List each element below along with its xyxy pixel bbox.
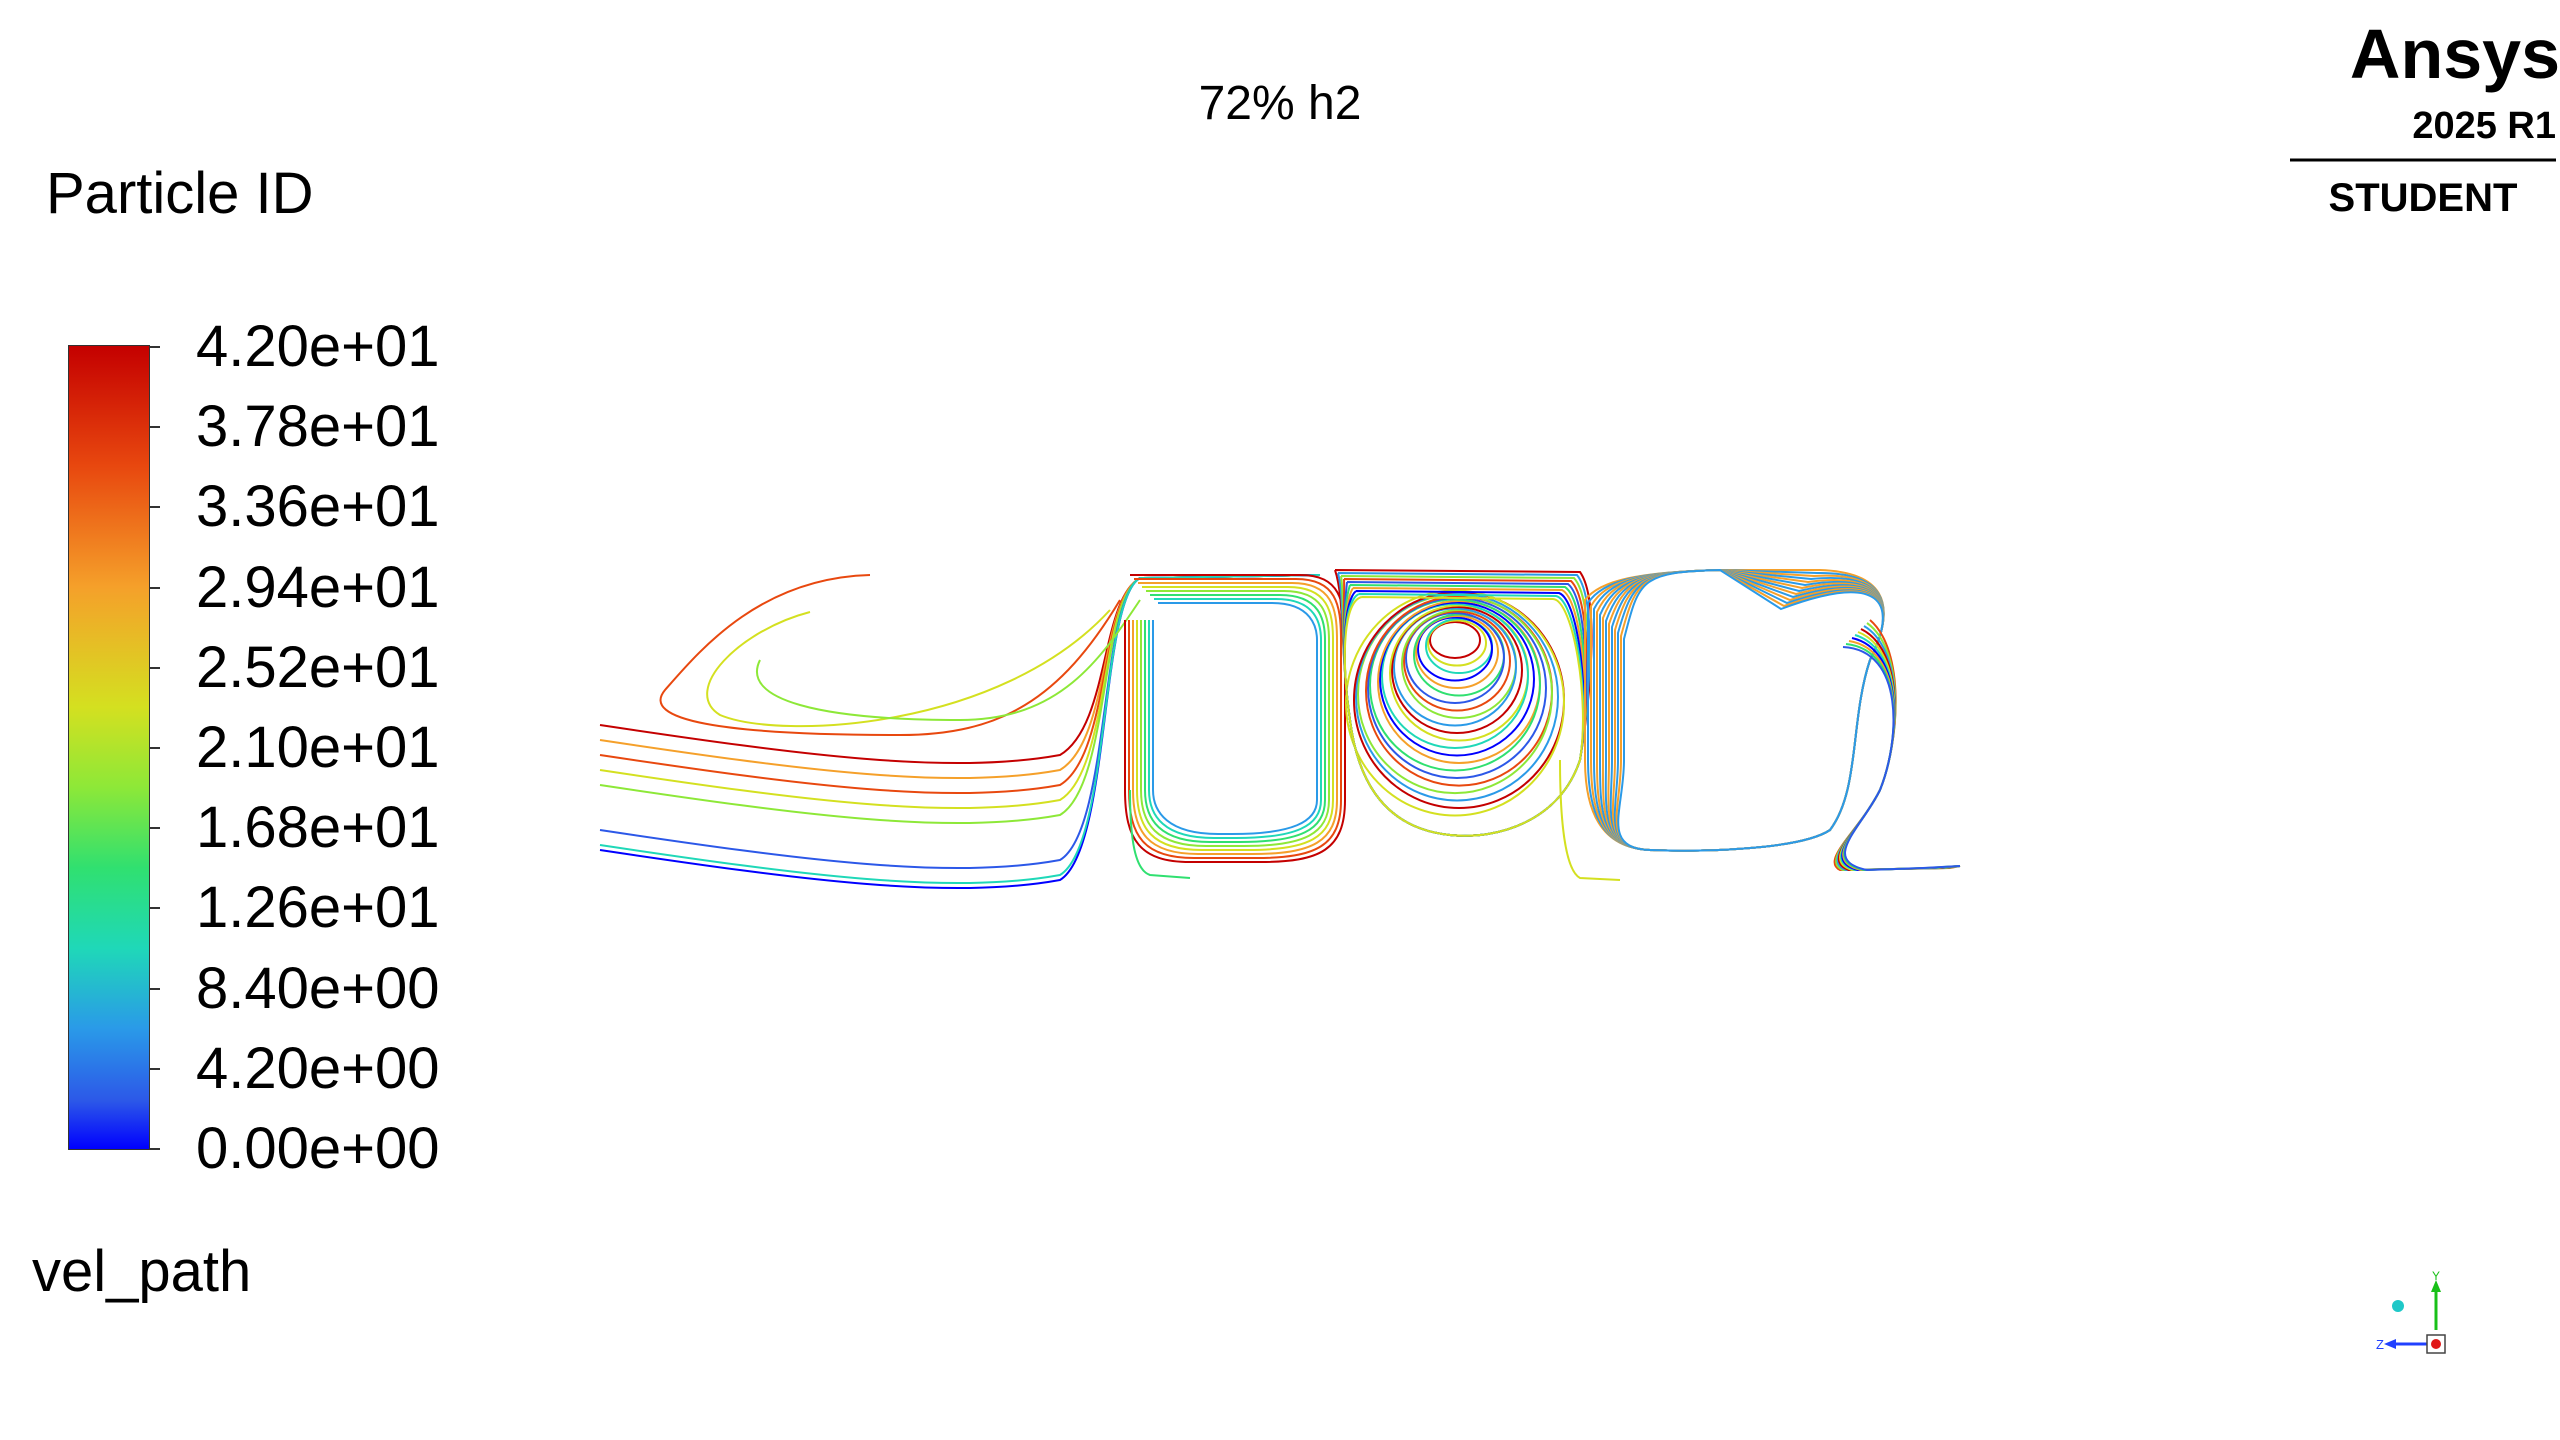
color-legend-bar	[68, 345, 150, 1150]
triad-y-arrow	[2431, 1280, 2441, 1292]
triad-origin	[2431, 1339, 2441, 1349]
legend-tick	[150, 987, 160, 990]
legend-tick-label: 0.00e+00	[196, 1116, 440, 1181]
legend-tick-label: 4.20e+01	[196, 314, 440, 379]
triad-z-label: Z	[2376, 1337, 2384, 1352]
triad-y-label: Y	[2432, 1270, 2440, 1283]
legend-tick-label: 2.52e+01	[196, 634, 440, 700]
legend-tick-label: 8.40e+00	[196, 955, 440, 1021]
triad-z-arrow	[2384, 1339, 2396, 1349]
legend-tick	[150, 666, 160, 669]
legend-tick	[150, 827, 160, 830]
pathline	[1842, 640, 1961, 872]
pathline	[1415, 615, 1500, 689]
pathline	[599, 574, 1321, 765]
pathline	[1837, 628, 1961, 872]
axis-triad: Y Z	[2376, 1270, 2446, 1354]
pathline	[1584, 569, 1885, 852]
pathline	[1124, 574, 1346, 863]
logo-brand: Ansys	[2350, 18, 2560, 93]
pathline	[1615, 568, 1884, 852]
pathline	[1144, 594, 1326, 843]
pathline	[1559, 759, 1621, 881]
legend-title: Particle ID	[46, 161, 314, 226]
legend-tick	[150, 1148, 160, 1150]
pathline	[1840, 634, 1961, 872]
legend-tick-label: 4.20e+00	[196, 1035, 440, 1101]
pathline	[1343, 587, 1586, 837]
pathline	[599, 574, 1321, 870]
pathline	[1839, 631, 1961, 872]
pathline	[1129, 789, 1191, 879]
pathline	[1596, 568, 1885, 852]
pathline	[756, 599, 1141, 722]
legend-tick-label: 3.36e+01	[196, 474, 440, 540]
pathline	[659, 574, 1121, 737]
legend-tick-label: 1.68e+01	[196, 795, 440, 861]
plot-title: 72% h2	[1198, 77, 1362, 130]
pathline	[1587, 568, 1885, 852]
pathline	[1132, 582, 1338, 855]
triad-dot	[2392, 1300, 2404, 1312]
pathline	[1128, 578, 1342, 859]
logo-version: 2025 R1	[2412, 105, 2556, 147]
legend-tick	[150, 346, 160, 348]
pathline	[1343, 596, 1584, 837]
pathline	[1345, 589, 1566, 817]
logo-edition: STUDENT	[2329, 176, 2518, 220]
pathline	[706, 609, 1111, 728]
pathline	[599, 574, 1321, 825]
legend-tick	[150, 747, 160, 749]
pathline	[599, 574, 1321, 780]
legend-tick-label: 3.78e+01	[196, 394, 440, 460]
pathline	[1590, 568, 1885, 852]
pathline	[1843, 643, 1961, 872]
ansys-logo: Ansys 2025 R1 STUDENT	[2290, 18, 2560, 220]
pathline	[1617, 568, 1884, 852]
legend-tick-label: 2.10e+01	[196, 715, 440, 780]
pathline	[1136, 586, 1334, 851]
pathline	[1152, 602, 1318, 835]
pathline	[1593, 568, 1885, 852]
pathline	[1613, 568, 1884, 852]
pathline	[1841, 637, 1961, 872]
pathline	[1836, 625, 1961, 872]
legend-tick	[150, 1067, 160, 1070]
legend-tick	[150, 586, 160, 589]
legend-tick	[150, 426, 160, 429]
legend-tick-label: 2.94e+01	[196, 554, 440, 620]
legend-tick	[150, 506, 160, 509]
pathline	[1393, 607, 1518, 727]
pathline	[1148, 598, 1322, 839]
pathline	[1140, 590, 1330, 847]
pathline	[1369, 598, 1542, 772]
legend-tick-label: 1.26e+01	[196, 875, 440, 941]
pathline	[599, 574, 1321, 885]
plot-name: vel_path	[32, 1239, 252, 1304]
pathline	[1842, 646, 1961, 872]
legend-tick	[150, 907, 160, 910]
